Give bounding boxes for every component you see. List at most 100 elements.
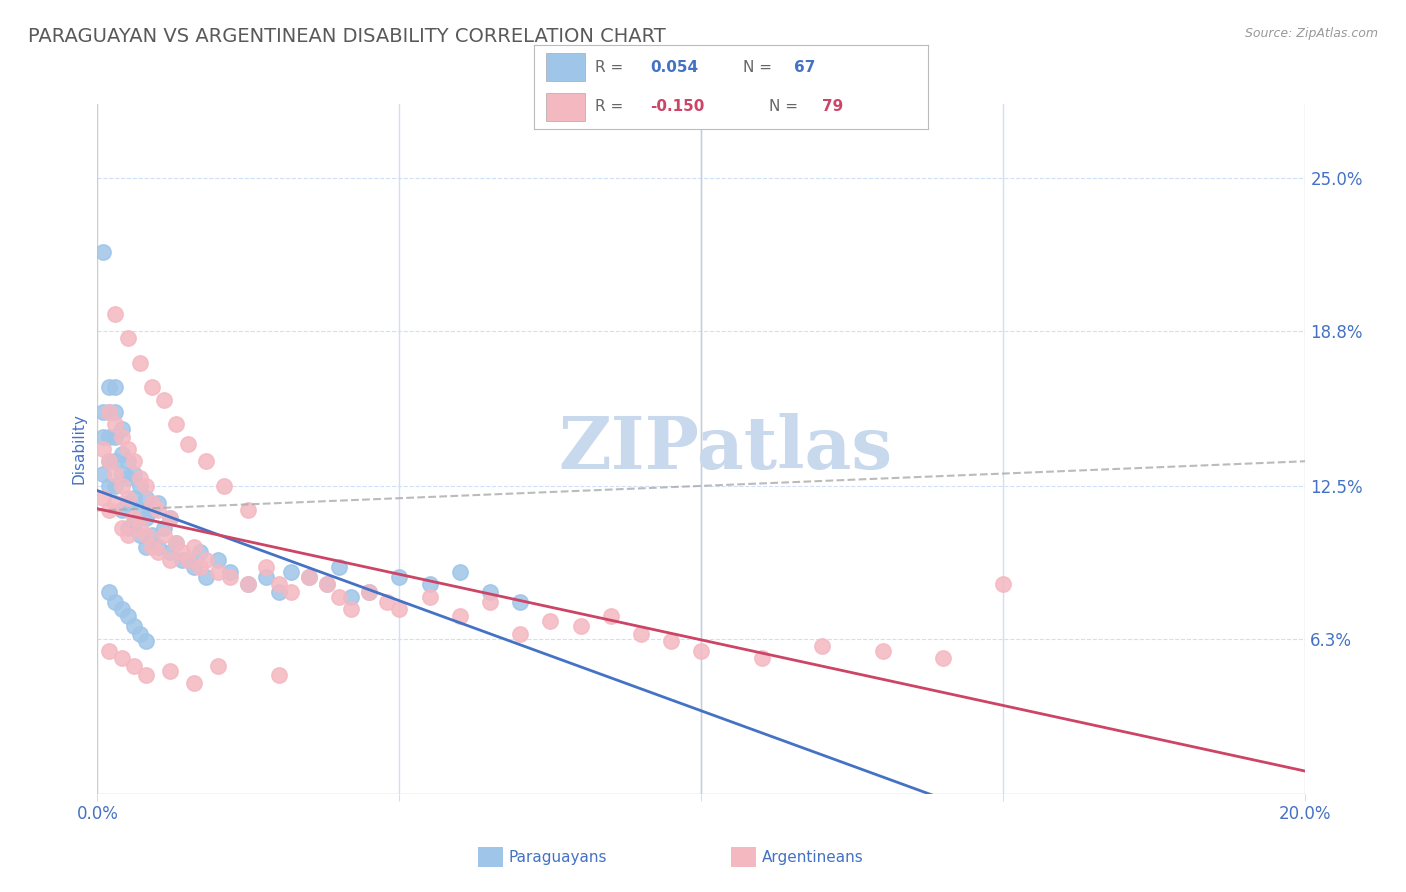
Point (993, 577, 1015, 591)
Point (449, 565, 471, 579)
Point (152, 392, 174, 407)
Point (146, 496, 169, 510)
Point (117, 528, 139, 542)
Point (141, 380, 163, 394)
Point (328, 590, 350, 604)
Text: 0.054: 0.054 (651, 60, 699, 75)
Point (256, 570, 278, 584)
Point (117, 491, 139, 506)
Point (159, 664, 181, 678)
Point (110, 521, 132, 535)
Point (165, 535, 187, 549)
Text: Paraguayans: Paraguayans (509, 850, 607, 864)
Point (146, 541, 169, 555)
Point (207, 658, 229, 673)
Point (177, 553, 200, 567)
Point (141, 541, 163, 555)
Point (122, 516, 145, 530)
Point (93, 405, 115, 419)
Point (104, 306, 127, 320)
Point (146, 503, 169, 517)
Point (188, 545, 211, 559)
Point (117, 454, 139, 468)
Point (195, 454, 218, 468)
Point (110, 602, 132, 616)
Point (315, 577, 337, 591)
Point (93, 467, 115, 481)
Point (256, 560, 278, 574)
Point (110, 422, 132, 436)
Point (212, 479, 235, 493)
Point (104, 467, 127, 481)
Point (110, 429, 132, 443)
Point (117, 496, 139, 510)
Text: 67: 67 (794, 60, 815, 75)
Point (170, 545, 193, 559)
Point (135, 491, 157, 506)
Text: 79: 79 (821, 99, 844, 114)
Point (104, 417, 127, 432)
Point (110, 467, 132, 481)
Point (219, 565, 242, 579)
Point (98, 503, 121, 517)
Point (177, 553, 200, 567)
Point (207, 553, 229, 567)
Point (569, 619, 592, 633)
Point (122, 511, 145, 525)
Point (117, 521, 139, 535)
Point (183, 560, 205, 574)
Point (135, 511, 157, 525)
Point (135, 528, 157, 542)
Point (165, 417, 187, 432)
Point (659, 634, 682, 648)
Point (478, 584, 501, 599)
Point (509, 594, 531, 608)
Point (98, 405, 121, 419)
Point (122, 658, 145, 673)
Point (267, 577, 290, 591)
Point (117, 442, 139, 456)
Point (135, 479, 157, 493)
Point (538, 615, 561, 629)
Point (104, 594, 127, 608)
Point (128, 528, 150, 542)
Point (207, 565, 229, 579)
Text: N =: N = (742, 60, 772, 75)
Point (159, 545, 181, 559)
Point (104, 380, 127, 394)
Point (110, 503, 132, 517)
Point (238, 503, 260, 517)
Point (110, 479, 132, 493)
Point (298, 570, 321, 584)
Point (509, 626, 531, 640)
Point (267, 584, 290, 599)
Point (359, 584, 381, 599)
Bar (546, 93, 585, 120)
Point (98, 429, 121, 443)
Text: R =: R = (595, 60, 623, 75)
Text: -0.150: -0.150 (651, 99, 704, 114)
Point (128, 626, 150, 640)
Point (165, 535, 187, 549)
Point (195, 553, 218, 567)
Bar (546, 54, 585, 81)
Point (359, 584, 381, 599)
Text: PARAGUAYAN VS ARGENTINEAN DISABILITY CORRELATION CHART: PARAGUAYAN VS ARGENTINEAN DISABILITY COR… (28, 27, 666, 45)
Y-axis label: Disability: Disability (72, 414, 86, 484)
Point (419, 577, 441, 591)
Point (449, 609, 471, 624)
Point (690, 644, 713, 658)
Text: ZIPatlas: ZIPatlas (558, 413, 893, 484)
Point (630, 626, 652, 640)
Point (122, 454, 145, 468)
Point (104, 454, 127, 468)
Text: R =: R = (595, 99, 623, 114)
Point (238, 577, 260, 591)
Point (238, 577, 260, 591)
Point (104, 405, 127, 419)
Point (219, 570, 242, 584)
Point (128, 471, 150, 485)
Point (183, 676, 205, 690)
Point (478, 594, 501, 608)
Point (104, 429, 127, 443)
